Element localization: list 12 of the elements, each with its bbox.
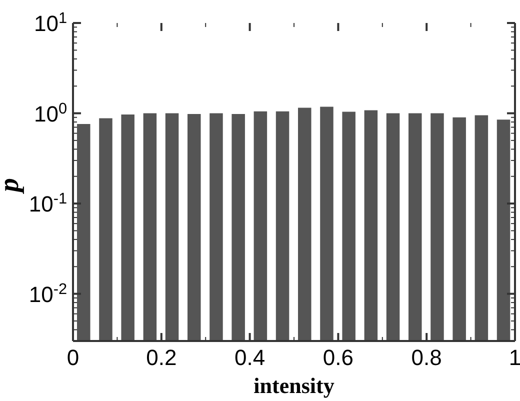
y-tick-label: 10$^{1}$ xyxy=(34,10,67,36)
y-tick-label: 10$^{0}$ xyxy=(34,100,67,126)
x-tick-label: 0.2 xyxy=(146,345,177,370)
y-tick-label: 10$^{-2}$ xyxy=(28,280,67,307)
x-tick-label: 0 xyxy=(66,345,80,370)
x-tick-label: 0.6 xyxy=(322,345,354,370)
x-axis-title: intensity xyxy=(254,373,334,398)
x-tick-label: 0.8 xyxy=(411,345,442,370)
x-tick-label: 1 xyxy=(508,345,520,370)
y-axis-title: p xyxy=(0,178,25,194)
x-tick-label: 0.4 xyxy=(234,345,266,370)
y-tick-label: 10$^{-1}$ xyxy=(28,190,67,217)
